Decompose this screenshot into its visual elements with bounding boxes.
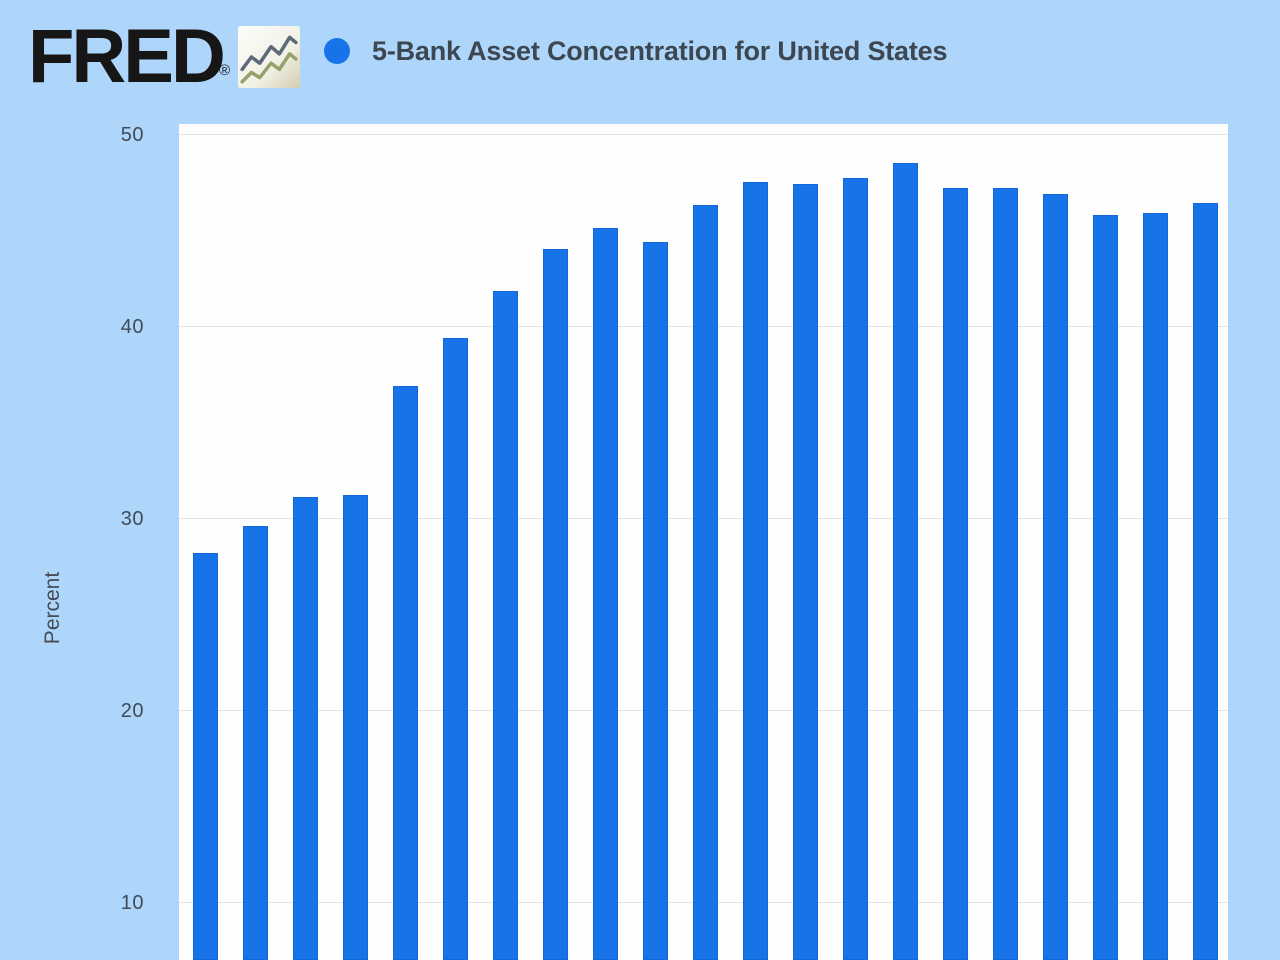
y-tick-label: 30 (120, 508, 144, 530)
y-tick-label: 50 (120, 124, 144, 146)
fred-logo[interactable]: FRED (28, 14, 226, 99)
bar[interactable] (993, 187, 1018, 960)
plot-area (179, 124, 1228, 960)
fred-logo-chart-icon (238, 26, 300, 88)
registered-trademark-icon: ® (219, 62, 231, 79)
bar[interactable] (943, 187, 968, 960)
bar[interactable] (293, 496, 318, 960)
bar[interactable] (1143, 212, 1168, 960)
bar[interactable] (193, 552, 218, 960)
bar[interactable] (493, 291, 518, 960)
bar[interactable] (1043, 193, 1068, 960)
y-tick-label: 10 (120, 892, 144, 914)
legend: 5-Bank Asset Concentration for United St… (324, 35, 948, 67)
chart-title: 5-Bank Asset Concentration for United St… (372, 35, 948, 66)
y-tick-label: 40 (120, 316, 144, 338)
y-tick-label: 20 (120, 700, 144, 722)
y-axis-title: Percent (41, 571, 64, 645)
legend-marker-icon (324, 38, 350, 64)
bar[interactable] (1093, 214, 1118, 960)
bar[interactable] (793, 183, 818, 960)
bar[interactable] (693, 205, 718, 960)
bar[interactable] (243, 525, 268, 960)
bar[interactable] (643, 241, 668, 960)
bar[interactable] (343, 494, 368, 960)
gridline (179, 134, 1228, 135)
bar[interactable] (1193, 203, 1218, 960)
bar[interactable] (593, 228, 618, 960)
bar[interactable] (843, 178, 868, 960)
bar[interactable] (393, 385, 418, 960)
bar[interactable] (743, 182, 768, 960)
bar[interactable] (893, 162, 918, 960)
bar[interactable] (443, 337, 468, 960)
bar[interactable] (543, 249, 568, 960)
